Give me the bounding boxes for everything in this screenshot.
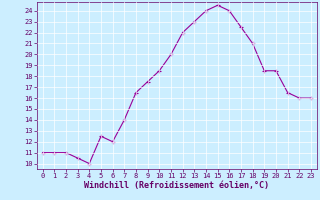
X-axis label: Windchill (Refroidissement éolien,°C): Windchill (Refroidissement éolien,°C) [84, 181, 269, 190]
